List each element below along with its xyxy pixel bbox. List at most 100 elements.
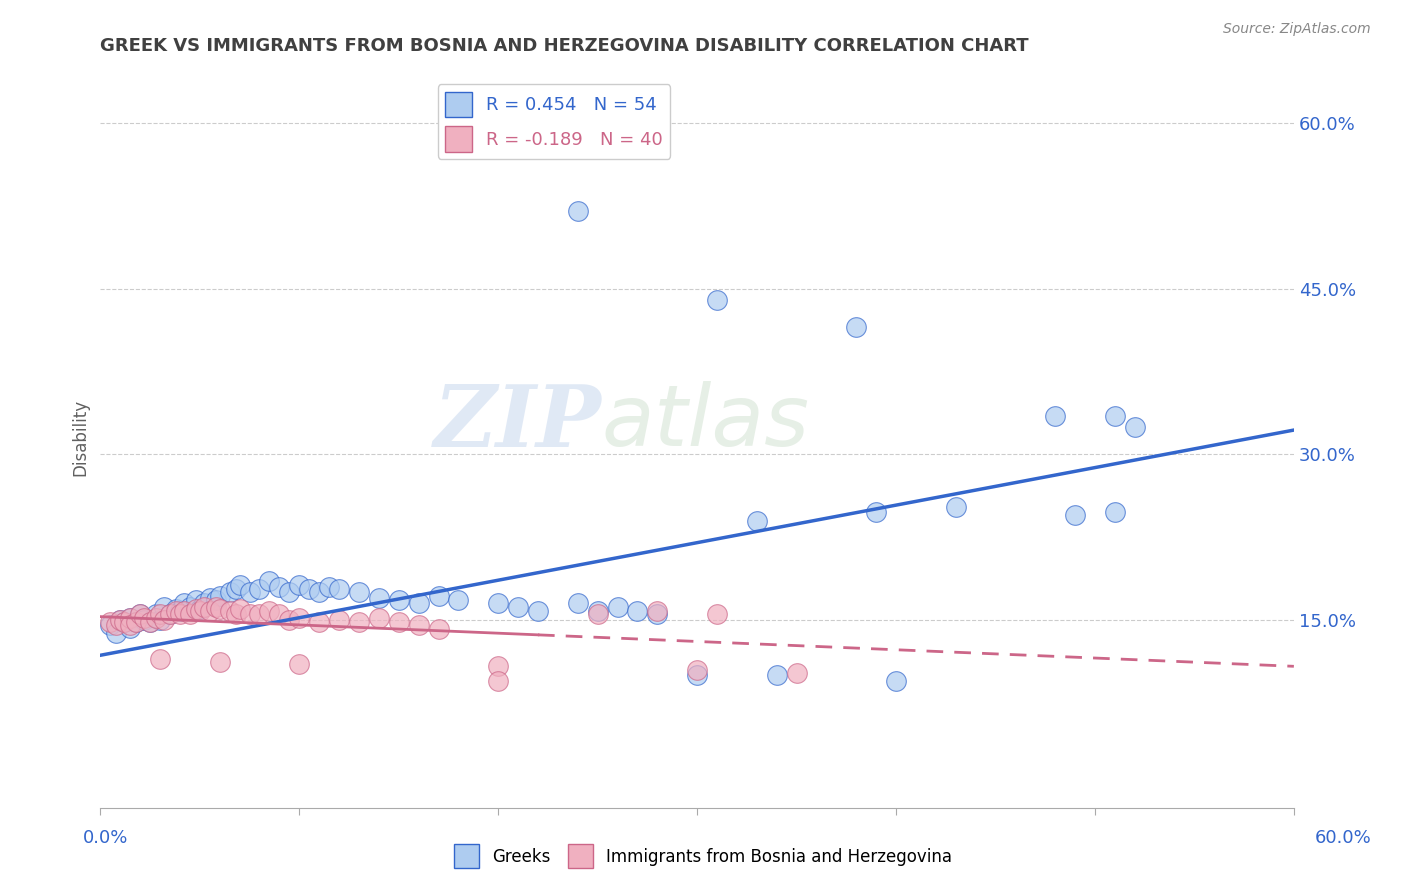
Point [139, 615, 162, 629]
Point [105, 626, 128, 640]
Point [845, 320, 868, 334]
Point [193, 596, 215, 610]
Point [308, 585, 330, 599]
Point [98, 618, 121, 632]
Point [259, 574, 281, 589]
Point [318, 580, 340, 594]
Point [288, 611, 311, 625]
Point [132, 611, 155, 625]
Point [228, 577, 250, 591]
Point [586, 607, 609, 622]
Point [506, 599, 529, 614]
Point [447, 593, 470, 607]
Point [179, 599, 201, 614]
Point [278, 613, 301, 627]
Point [198, 591, 221, 605]
Point [120, 611, 142, 625]
Point [347, 585, 370, 599]
Point [125, 615, 148, 629]
Point [408, 618, 430, 632]
Text: GREEK VS IMMIGRANTS FROM BOSNIA AND HERZEGOVINA DISABILITY CORRELATION CHART: GREEK VS IMMIGRANTS FROM BOSNIA AND HERZ… [100, 37, 1029, 55]
Point [125, 615, 148, 629]
Point [567, 204, 589, 219]
Point [188, 604, 211, 618]
Point [98, 615, 121, 629]
Point [145, 607, 167, 622]
Point [218, 585, 240, 599]
Text: Source: ZipAtlas.com: Source: ZipAtlas.com [1223, 22, 1371, 37]
Point [765, 668, 787, 682]
Point [129, 607, 152, 622]
Point [328, 613, 350, 627]
Point [149, 607, 172, 622]
Point [706, 607, 728, 622]
Point [153, 599, 176, 614]
Point [225, 607, 247, 622]
Point [173, 596, 195, 610]
Point [347, 615, 370, 629]
Point [120, 611, 142, 625]
Point [228, 602, 250, 616]
Point [139, 615, 162, 629]
Point [278, 585, 301, 599]
Point [132, 613, 155, 627]
Point [198, 604, 221, 618]
Y-axis label: Disability: Disability [72, 400, 89, 476]
Point [188, 602, 211, 616]
Text: 0.0%: 0.0% [83, 829, 128, 847]
Point [706, 293, 728, 307]
Point [238, 585, 260, 599]
Legend: R = 0.454   N = 54, R = -0.189   N = 40: R = 0.454 N = 54, R = -0.189 N = 40 [437, 85, 671, 159]
Point [208, 589, 231, 603]
Point [686, 668, 709, 682]
Point [112, 615, 135, 629]
Point [129, 607, 152, 622]
Point [249, 607, 271, 622]
Point [865, 505, 887, 519]
Point [269, 607, 291, 622]
Point [328, 582, 350, 596]
Point [288, 577, 311, 591]
Point [647, 607, 669, 622]
Point [606, 599, 628, 614]
Point [165, 602, 187, 616]
Point [486, 659, 509, 673]
Point [1043, 409, 1066, 423]
Point [120, 621, 142, 635]
Point [105, 618, 128, 632]
Text: 60.0%: 60.0% [1315, 829, 1371, 847]
Point [408, 596, 430, 610]
Point [1104, 505, 1126, 519]
Point [388, 615, 411, 629]
Point [249, 582, 271, 596]
Point [184, 593, 207, 607]
Point [367, 591, 389, 605]
Point [169, 607, 191, 622]
Point [527, 604, 550, 618]
Text: atlas: atlas [602, 382, 810, 465]
Point [149, 613, 172, 627]
Point [165, 604, 187, 618]
Point [745, 514, 768, 528]
Point [120, 618, 142, 632]
Point [626, 604, 648, 618]
Point [945, 500, 967, 515]
Point [169, 604, 191, 618]
Point [388, 593, 411, 607]
Point [686, 663, 709, 677]
Point [259, 604, 281, 618]
Point [308, 615, 330, 629]
Point [647, 604, 669, 618]
Point [184, 602, 207, 616]
Point [567, 596, 589, 610]
Point [173, 604, 195, 618]
Text: ZIP: ZIP [434, 381, 602, 465]
Point [1123, 419, 1146, 434]
Point [586, 604, 609, 618]
Point [298, 582, 321, 596]
Point [427, 589, 450, 603]
Point [288, 657, 311, 672]
Point [238, 607, 260, 622]
Point [145, 611, 167, 625]
Point [153, 613, 176, 627]
